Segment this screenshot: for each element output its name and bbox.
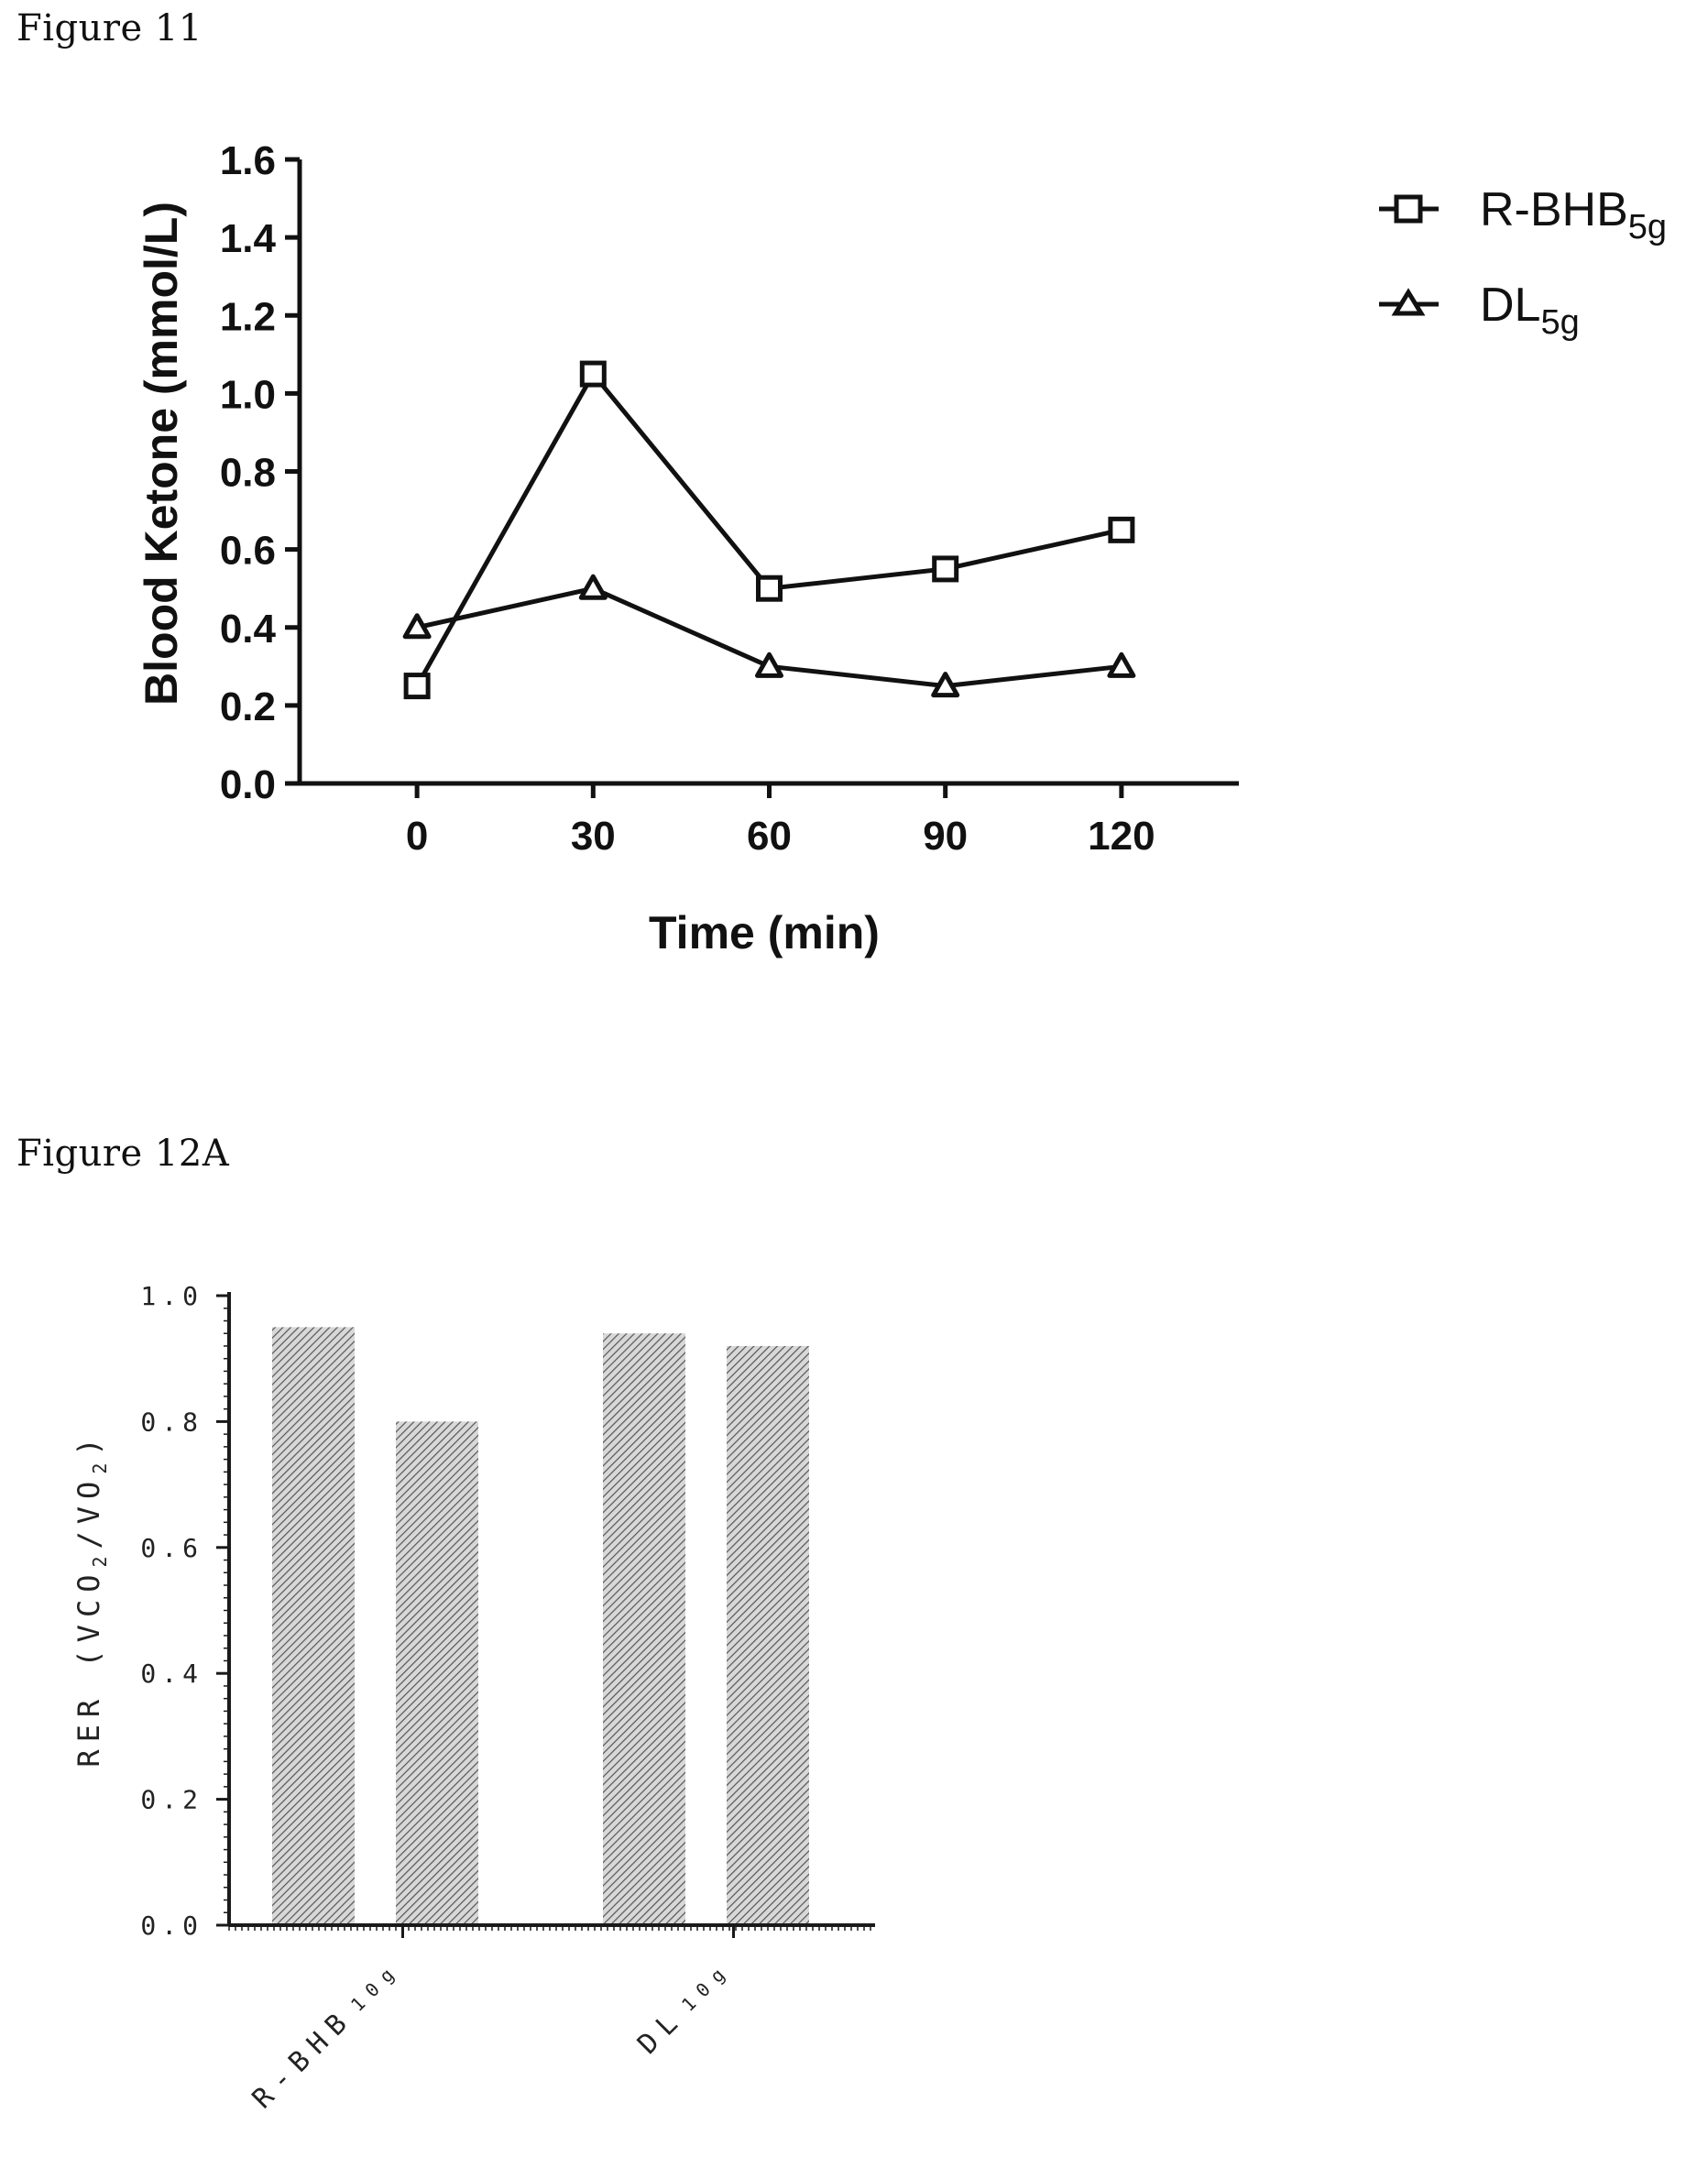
y-tick-label: 0.8 [140, 1407, 203, 1437]
figure-12a-label: Figure 12A [16, 1133, 230, 1175]
bar [272, 1327, 355, 1925]
x-tick-label: 60 [747, 814, 792, 859]
x-tick-label: 90 [923, 814, 968, 859]
square-marker [403, 673, 431, 700]
y-tick-label: 1.0 [140, 1281, 203, 1311]
y-tick-label: 0.6 [220, 529, 276, 574]
square-marker [1108, 516, 1135, 543]
bar [396, 1421, 478, 1925]
legend-square-marker [1394, 194, 1423, 224]
triangle-marker [578, 574, 608, 600]
y-tick-label: 0.4 [140, 1659, 203, 1689]
y-tick-label: 0.2 [220, 684, 276, 729]
figure-11-label: Figure 11 [16, 7, 203, 49]
y-axis-label: Blood Ketone (mmol/L) [136, 202, 187, 706]
legend-triangle-marker [1391, 288, 1426, 316]
x-tick-label: R-BHB10g [246, 1954, 408, 2115]
triangle-marker [931, 672, 960, 698]
x-tick-label: DL10g [631, 1954, 739, 2061]
y-tick-label: 0.8 [220, 451, 276, 496]
x-tick-label: 120 [1088, 814, 1155, 859]
x-tick-label: 30 [571, 814, 616, 859]
y-tick-label: 1.2 [220, 294, 276, 339]
y-tick-label: 0.6 [140, 1533, 203, 1563]
y-tick-label: 1.6 [220, 138, 276, 183]
x-axis-label: Time (min) [649, 907, 880, 958]
y-tick-label: 0.2 [140, 1785, 203, 1815]
y-axis-label: RER (VCO2/VO2) [71, 1430, 111, 1767]
y-tick-label: 1.0 [220, 372, 276, 417]
bar [727, 1345, 809, 1925]
y-tick-label: 0.4 [220, 607, 277, 651]
y-tick-label: 0.0 [140, 1911, 203, 1941]
y-tick-label: 0.0 [220, 762, 276, 807]
square-marker [932, 555, 959, 583]
bar [603, 1333, 685, 1925]
square-marker [756, 575, 783, 602]
y-tick-label: 1.4 [220, 216, 277, 261]
triangle-marker [755, 651, 783, 678]
triangle-marker [1107, 651, 1136, 678]
triangle-marker [402, 613, 432, 640]
square-marker [579, 360, 607, 388]
blood-ketone-line-chart: 0.0 0.2 0.4 0.6 0.8 1.0 1.2 1.4 1.6 0 30 60 90 120 Bl… [136, 138, 1667, 958]
legend-label: R-BHB5g [1480, 183, 1667, 246]
x-tick-label: 0 [406, 814, 428, 859]
